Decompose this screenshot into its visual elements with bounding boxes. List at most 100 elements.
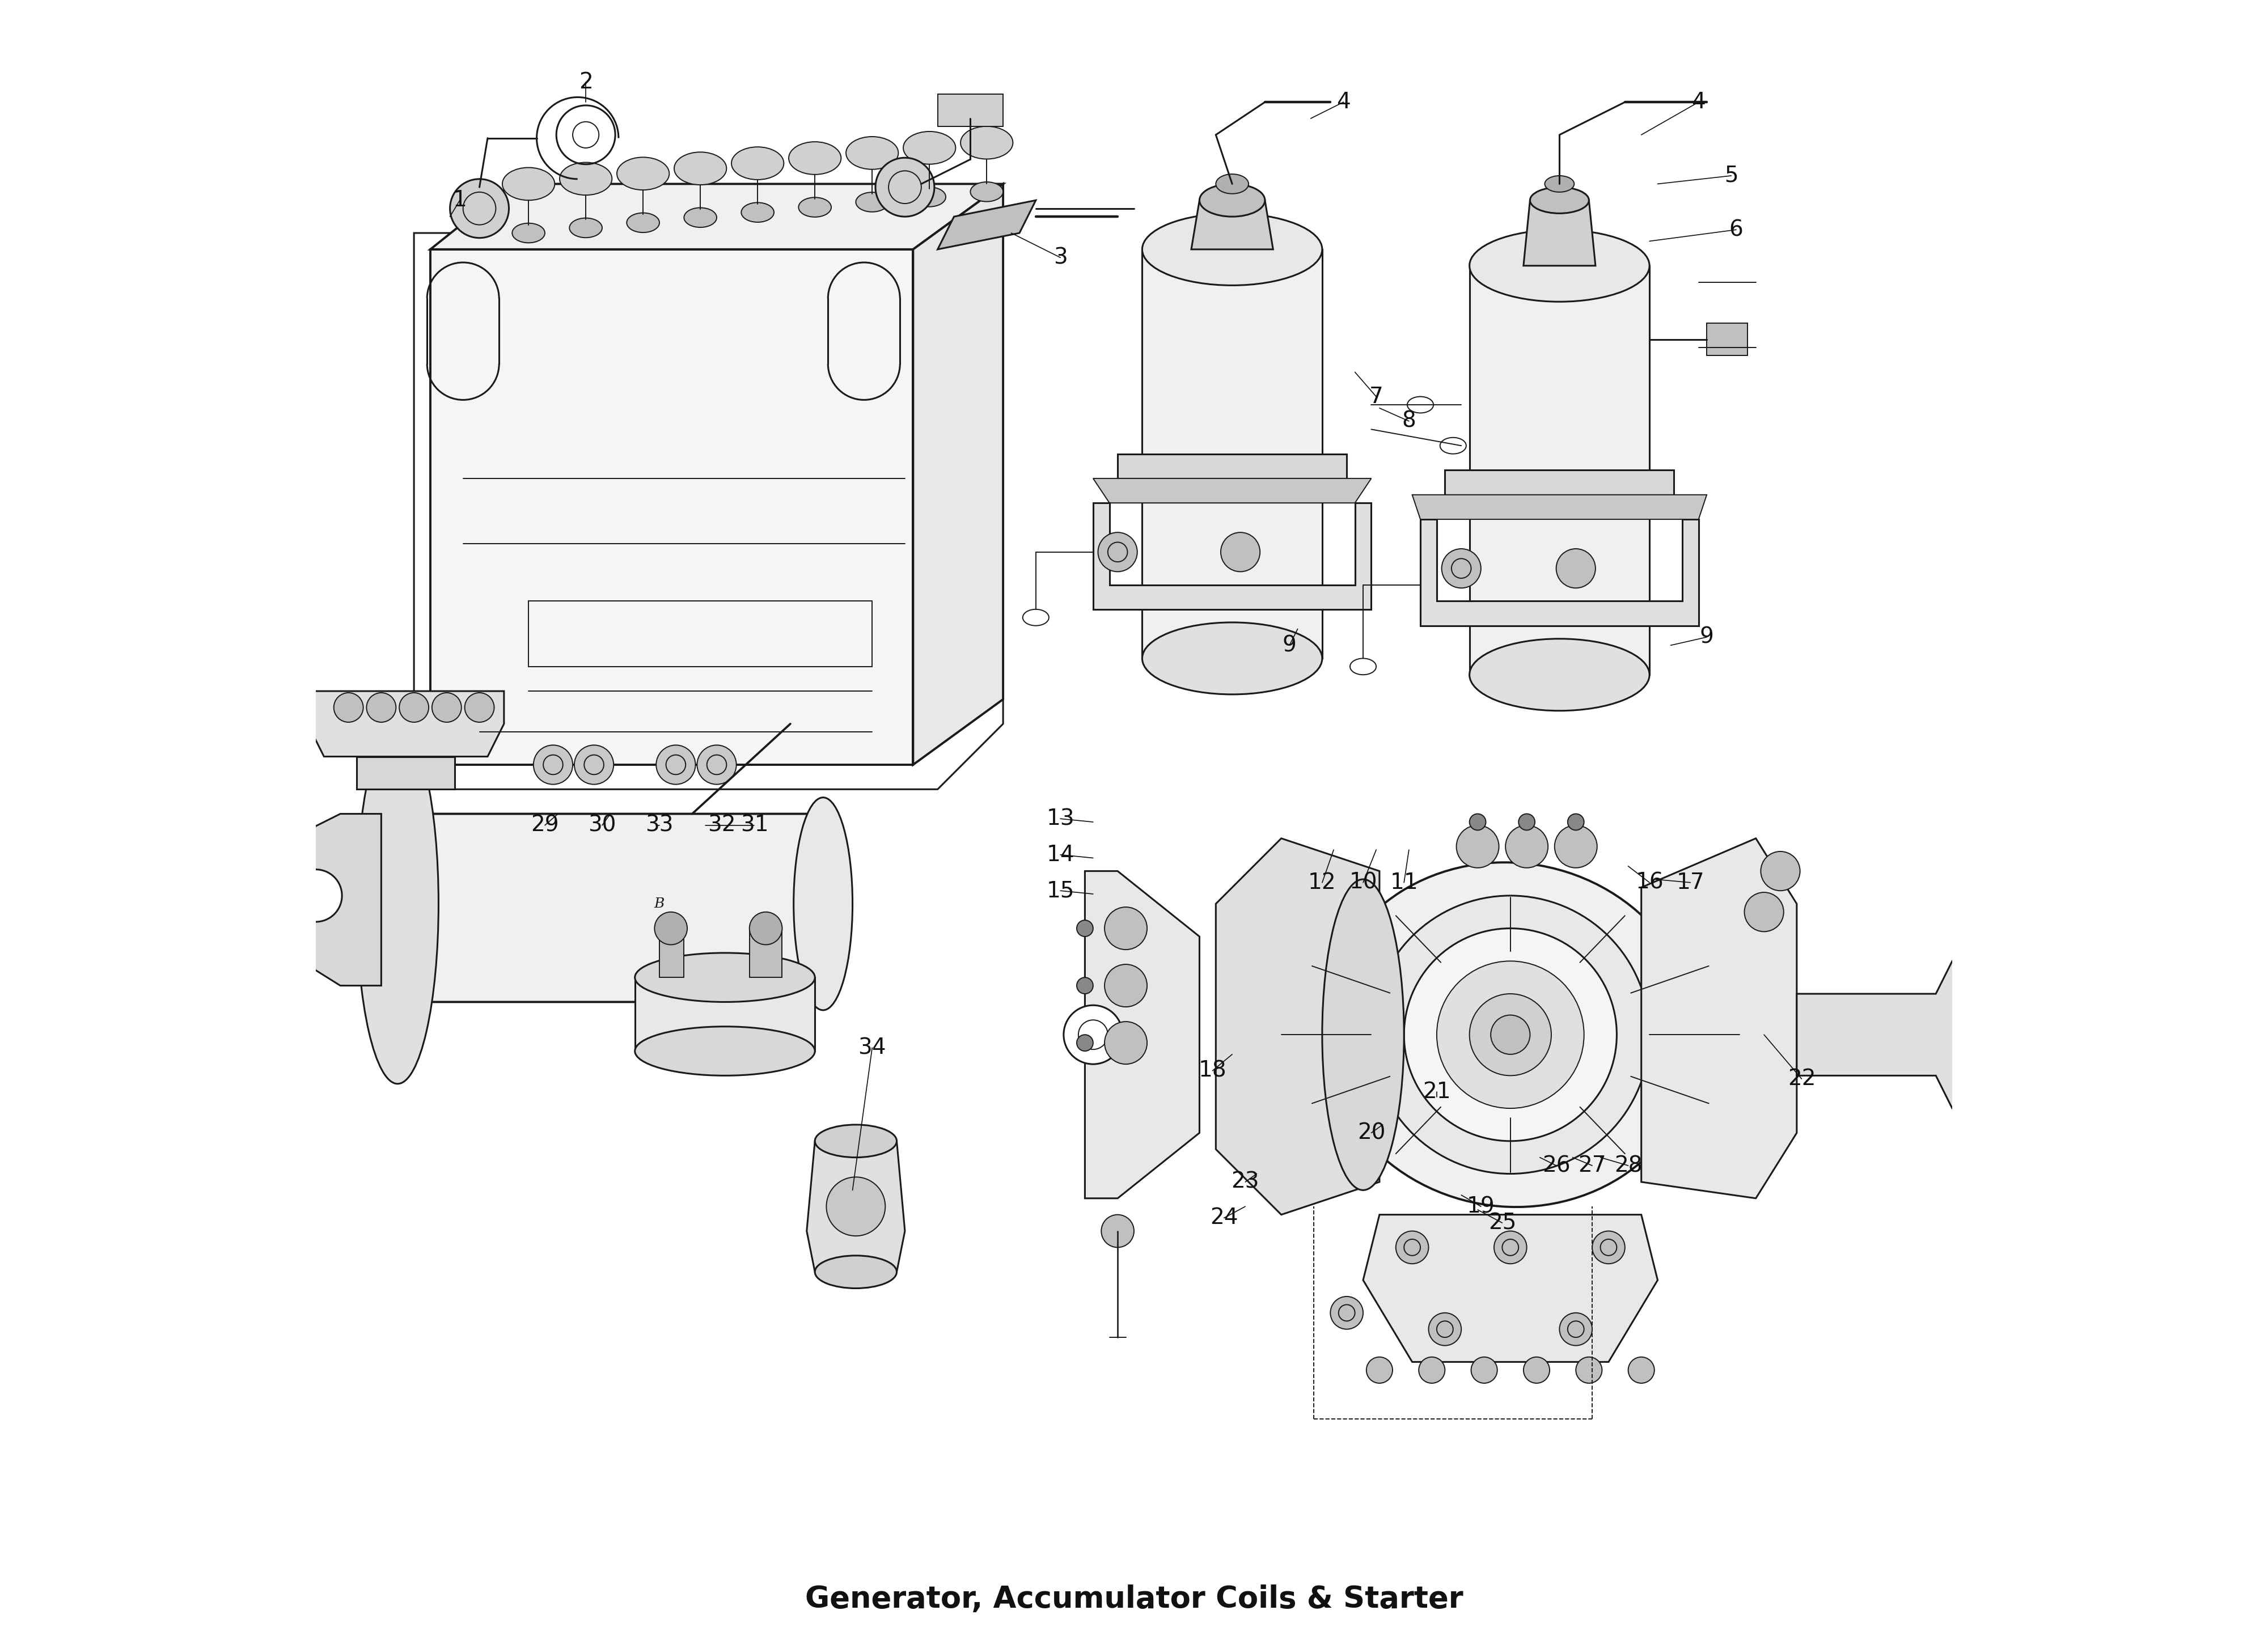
Ellipse shape	[1216, 174, 1250, 194]
Ellipse shape	[1200, 184, 1266, 217]
Circle shape	[826, 1177, 885, 1236]
Ellipse shape	[685, 207, 717, 227]
Polygon shape	[1084, 871, 1200, 1198]
Ellipse shape	[903, 132, 955, 164]
Ellipse shape	[1143, 623, 1322, 694]
Polygon shape	[914, 184, 1002, 764]
Polygon shape	[1363, 1215, 1658, 1361]
Circle shape	[1436, 962, 1583, 1108]
Text: 10: 10	[1349, 871, 1377, 893]
Ellipse shape	[501, 168, 556, 201]
Circle shape	[1524, 1356, 1549, 1383]
Circle shape	[1220, 533, 1261, 572]
Ellipse shape	[1143, 214, 1322, 286]
Circle shape	[1470, 814, 1486, 830]
Ellipse shape	[1470, 230, 1649, 302]
Circle shape	[655, 745, 696, 784]
Ellipse shape	[569, 219, 603, 238]
Circle shape	[1495, 1231, 1526, 1264]
Circle shape	[399, 692, 429, 722]
Circle shape	[1077, 1034, 1093, 1051]
Circle shape	[1520, 814, 1535, 830]
Text: 11: 11	[1390, 871, 1417, 893]
Ellipse shape	[814, 1124, 896, 1157]
Polygon shape	[1708, 322, 1749, 355]
Text: 29: 29	[531, 814, 558, 837]
Circle shape	[1576, 1356, 1601, 1383]
Polygon shape	[308, 690, 503, 756]
Circle shape	[1105, 907, 1148, 950]
Text: 32: 32	[708, 814, 735, 837]
Circle shape	[1365, 1356, 1393, 1383]
Circle shape	[696, 745, 737, 784]
Text: 33: 33	[646, 814, 674, 837]
Text: 6: 6	[1728, 219, 1744, 240]
Polygon shape	[1216, 838, 1379, 1215]
Text: 16: 16	[1635, 871, 1665, 893]
Circle shape	[1554, 825, 1597, 868]
Text: 7: 7	[1370, 386, 1383, 408]
Circle shape	[1064, 1004, 1123, 1064]
Text: 13: 13	[1046, 807, 1075, 830]
Circle shape	[1429, 1314, 1461, 1345]
Text: 30: 30	[587, 814, 617, 837]
Polygon shape	[1118, 454, 1347, 478]
Circle shape	[1372, 896, 1649, 1174]
Polygon shape	[937, 201, 1036, 250]
Polygon shape	[635, 978, 814, 1051]
Circle shape	[1556, 549, 1594, 589]
Polygon shape	[1445, 470, 1674, 495]
Text: 14: 14	[1046, 843, 1075, 865]
Ellipse shape	[560, 163, 612, 196]
Ellipse shape	[1322, 880, 1404, 1190]
Text: 17: 17	[1676, 871, 1706, 893]
Text: 8: 8	[1402, 411, 1415, 432]
Ellipse shape	[789, 141, 841, 174]
Ellipse shape	[846, 136, 898, 169]
Polygon shape	[1093, 478, 1372, 503]
Circle shape	[1744, 893, 1783, 932]
Polygon shape	[415, 233, 1002, 789]
Circle shape	[655, 912, 687, 945]
Circle shape	[875, 158, 934, 217]
Ellipse shape	[962, 127, 1014, 159]
Text: 4: 4	[1692, 92, 1706, 113]
Circle shape	[367, 692, 397, 722]
Polygon shape	[1143, 250, 1322, 658]
Ellipse shape	[971, 182, 1002, 202]
Circle shape	[1105, 965, 1148, 1006]
Text: 18: 18	[1198, 1060, 1227, 1082]
Circle shape	[1560, 1314, 1592, 1345]
Polygon shape	[1796, 962, 2034, 1108]
Circle shape	[1628, 1356, 1653, 1383]
Circle shape	[1567, 814, 1583, 830]
Text: 23: 23	[1232, 1171, 1259, 1192]
Text: 2: 2	[578, 72, 592, 94]
Text: 27: 27	[1579, 1154, 1606, 1177]
Ellipse shape	[742, 202, 773, 222]
Polygon shape	[807, 1141, 905, 1272]
Ellipse shape	[855, 192, 889, 212]
Circle shape	[1470, 993, 1551, 1075]
Text: 5: 5	[1724, 164, 1737, 186]
Text: 24: 24	[1209, 1207, 1238, 1228]
Ellipse shape	[814, 1256, 896, 1289]
Circle shape	[1472, 1356, 1497, 1383]
Text: 31: 31	[739, 814, 769, 837]
Polygon shape	[1524, 201, 1594, 266]
Text: 1: 1	[454, 189, 467, 210]
Text: 20: 20	[1356, 1123, 1386, 1144]
Circle shape	[1490, 1014, 1531, 1054]
Text: 22: 22	[1787, 1069, 1817, 1090]
Polygon shape	[748, 929, 782, 978]
Text: 12: 12	[1309, 871, 1336, 893]
Polygon shape	[937, 94, 1002, 127]
Ellipse shape	[798, 197, 832, 217]
Circle shape	[1102, 1215, 1134, 1248]
Text: 9: 9	[1281, 635, 1297, 656]
Polygon shape	[1413, 495, 1708, 520]
Polygon shape	[1470, 266, 1649, 674]
Ellipse shape	[635, 954, 814, 1001]
Circle shape	[1098, 533, 1136, 572]
Ellipse shape	[674, 153, 726, 184]
